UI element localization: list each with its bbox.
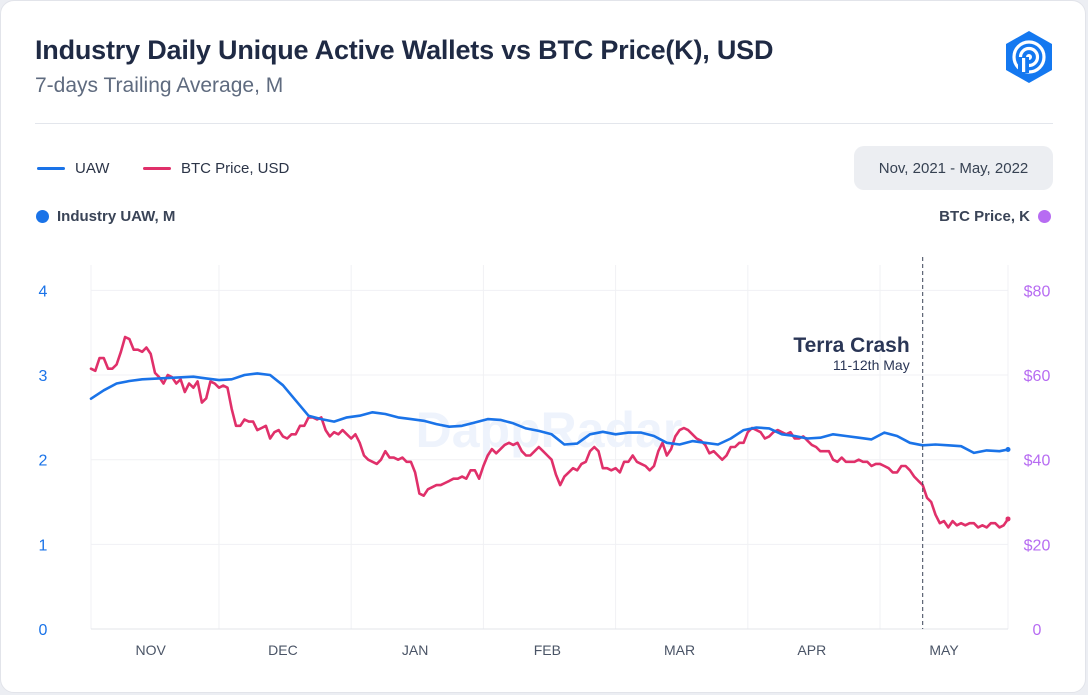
legend-uaw-label: UAW: [75, 159, 110, 177]
grid-lines: [90, 265, 1009, 630]
chart-plot: DappRadar 0 1 2 3 4 0 $20 $40 $60 $80 NOV DEC JAN FEB…: [39, 257, 1051, 658]
right-tick-label: $60: [1024, 368, 1051, 385]
legend-uaw-swatch: [37, 166, 65, 170]
x-tick-label: NOV: [136, 642, 167, 658]
header-divider: [35, 123, 1053, 124]
left-tick-label: 0: [39, 622, 48, 639]
x-tick-label: MAY: [929, 642, 959, 658]
terra-crash-title: Terra Crash: [793, 334, 909, 357]
x-tick-label: APR: [797, 642, 826, 658]
left-axis-title: Industry UAW, M: [36, 206, 175, 226]
dappradar-logo-icon: [1006, 31, 1052, 83]
legend-btc-label: BTC Price, USD: [181, 159, 290, 177]
axes: 0 1 2 3 4 0 $20 $40 $60 $80 NOV DEC JAN FEB MAR APR MAY: [39, 283, 1051, 658]
left-axis-label: Industry UAW, M: [57, 207, 176, 225]
left-tick-label: 2: [39, 453, 48, 470]
left-tick-label: 1: [39, 537, 48, 554]
x-tick-label: FEB: [534, 642, 561, 658]
legend-uaw[interactable]: UAW: [37, 158, 109, 178]
date-range-selector[interactable]: Nov, 2021 - May, 2022: [854, 146, 1053, 190]
right-tick-label: $80: [1024, 283, 1051, 300]
legend-btc-price[interactable]: BTC Price, USD: [143, 158, 289, 178]
right-tick-label: $40: [1024, 453, 1051, 470]
chart-title: Industry Daily Unique Active Wallets vs …: [35, 35, 774, 65]
series-lines: [89, 335, 1011, 529]
right-axis-label: BTC Price, K: [939, 207, 1030, 225]
x-tick-label: MAR: [664, 642, 695, 658]
left-tick-label: 3: [39, 368, 48, 385]
left-axis-dot: [36, 209, 49, 223]
terra-crash-date: 11-12th May: [833, 357, 910, 373]
chart-subtitle: 7-days Trailing Average, M: [35, 74, 284, 97]
right-axis-dot: [1038, 209, 1051, 223]
btc-series-endpoint: [1005, 516, 1011, 522]
legend-btc-swatch: [143, 166, 171, 170]
uaw-series-line: [89, 372, 1010, 455]
uaw-series-endpoint: [1005, 447, 1011, 453]
left-tick-label: 4: [39, 283, 48, 300]
watermark-text: DappRadar: [416, 402, 683, 458]
x-tick-label: DEC: [268, 642, 298, 658]
right-tick-label: $20: [1024, 537, 1051, 554]
right-axis-title: BTC Price, K: [939, 206, 1051, 226]
right-tick-label: 0: [1033, 622, 1042, 639]
x-tick-label: JAN: [402, 642, 428, 658]
btc-price-series-line: [89, 335, 1010, 529]
